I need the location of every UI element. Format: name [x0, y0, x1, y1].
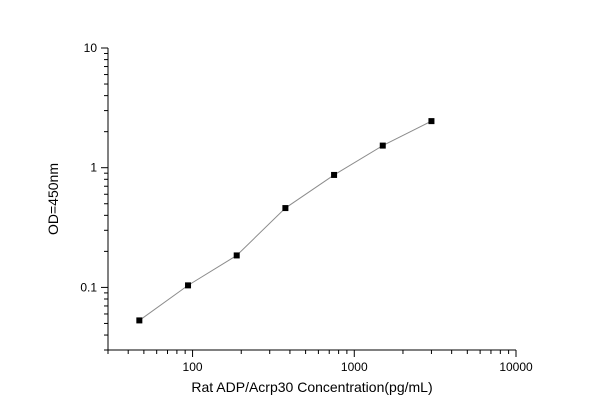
- plot-area: [136, 118, 435, 324]
- y-tick-label: 10: [84, 41, 98, 55]
- series-line: [139, 120, 432, 321]
- data-point: [233, 252, 240, 259]
- x-tick-label: 100: [183, 360, 203, 374]
- data-point: [428, 118, 435, 125]
- x-axis-title: Rat ADP/Acrp30 Concentration(pg/mL): [191, 379, 432, 395]
- y-tick-label: 1: [90, 161, 97, 175]
- y-axis-title: OD=450nm: [45, 163, 61, 235]
- data-point: [331, 171, 338, 178]
- y-ticks: 0.1 1 10: [80, 41, 108, 351]
- data-point: [282, 205, 289, 212]
- data-point: [379, 142, 386, 149]
- data-point: [185, 282, 192, 289]
- x-tick-label: 10000: [499, 360, 533, 374]
- x-ticks: 100 1000 10000: [107, 350, 533, 374]
- y-tick-label: 0.1: [80, 280, 97, 294]
- axes-group: 100 1000 10000 0.1 1 10: [80, 41, 533, 374]
- data-point: [136, 317, 143, 324]
- x-tick-label: 1000: [341, 360, 368, 374]
